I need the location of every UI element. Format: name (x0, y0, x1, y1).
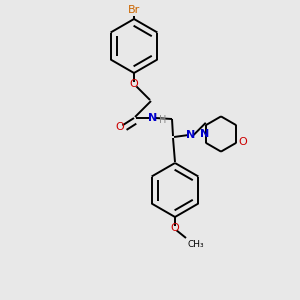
Text: Br: Br (128, 5, 140, 15)
Text: O: O (171, 223, 179, 233)
Text: O: O (130, 79, 138, 89)
Text: CH₃: CH₃ (188, 240, 205, 249)
Text: O: O (238, 137, 247, 147)
Text: N: N (186, 130, 196, 140)
Text: H: H (159, 115, 167, 124)
Text: N: N (200, 129, 209, 139)
Text: N: N (148, 113, 158, 123)
Text: O: O (116, 122, 124, 132)
